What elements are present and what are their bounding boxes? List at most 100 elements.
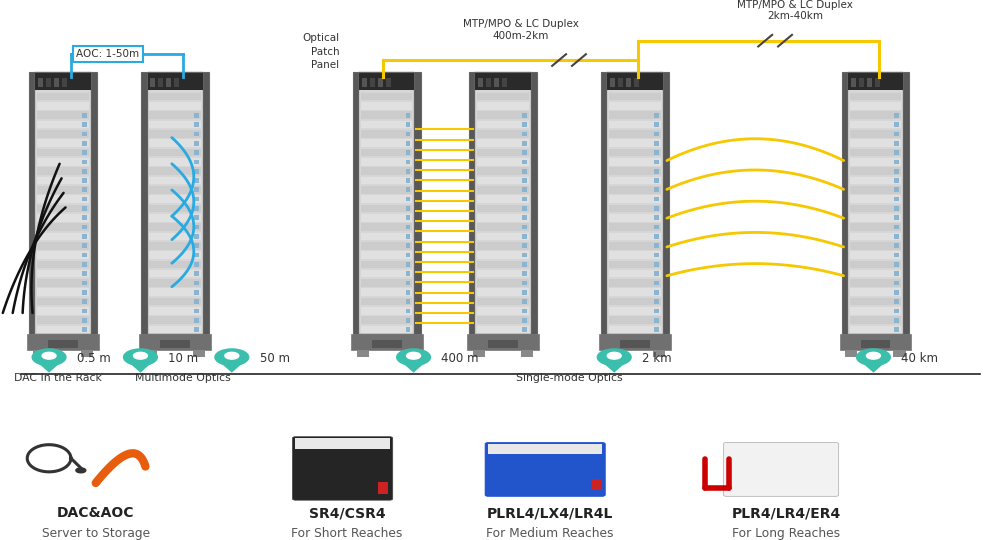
- Bar: [610, 279, 660, 287]
- Bar: [850, 326, 901, 333]
- Bar: [405, 327, 410, 332]
- Bar: [149, 177, 201, 184]
- Bar: [610, 316, 660, 324]
- Bar: [477, 242, 529, 249]
- FancyBboxPatch shape: [293, 437, 392, 500]
- Bar: [194, 122, 199, 127]
- Bar: [82, 187, 87, 192]
- Bar: [362, 279, 412, 287]
- Bar: [203, 72, 209, 334]
- Bar: [477, 102, 529, 110]
- Bar: [522, 132, 527, 136]
- Polygon shape: [222, 363, 242, 372]
- Bar: [405, 262, 410, 267]
- Bar: [194, 234, 199, 239]
- Text: PLR4/LR4/ER4: PLR4/LR4/ER4: [731, 506, 841, 520]
- Bar: [37, 102, 89, 110]
- Bar: [37, 186, 89, 193]
- Bar: [894, 262, 899, 267]
- Bar: [894, 290, 899, 295]
- Bar: [475, 72, 531, 91]
- Bar: [145, 349, 157, 357]
- Circle shape: [32, 349, 66, 366]
- Bar: [362, 205, 412, 212]
- Bar: [82, 225, 87, 230]
- Bar: [477, 130, 529, 138]
- Bar: [29, 72, 97, 334]
- Bar: [362, 288, 412, 296]
- Text: 50 m: 50 m: [260, 352, 290, 365]
- Bar: [522, 122, 527, 127]
- Bar: [894, 159, 899, 164]
- Bar: [194, 215, 199, 220]
- Bar: [477, 316, 529, 324]
- Bar: [82, 253, 87, 258]
- Bar: [610, 177, 660, 184]
- Text: For Short Reaches: For Short Reaches: [292, 527, 402, 540]
- Bar: [851, 78, 856, 87]
- Bar: [362, 326, 412, 333]
- Bar: [37, 242, 89, 249]
- FancyBboxPatch shape: [485, 442, 606, 496]
- Bar: [141, 72, 209, 334]
- Bar: [194, 187, 199, 192]
- Bar: [405, 215, 410, 220]
- Bar: [62, 78, 67, 87]
- Bar: [653, 299, 658, 304]
- Bar: [405, 150, 410, 155]
- Bar: [35, 72, 91, 334]
- Bar: [405, 113, 410, 118]
- Bar: [194, 141, 199, 145]
- Bar: [477, 186, 529, 193]
- Bar: [82, 318, 87, 323]
- Bar: [362, 111, 412, 119]
- Bar: [602, 72, 669, 334]
- Bar: [362, 316, 412, 324]
- Bar: [477, 233, 529, 240]
- Bar: [166, 78, 171, 87]
- Bar: [362, 242, 412, 249]
- Bar: [662, 72, 669, 334]
- Bar: [894, 206, 899, 211]
- Bar: [377, 482, 387, 494]
- Bar: [296, 438, 389, 449]
- Bar: [37, 167, 89, 175]
- Bar: [653, 187, 658, 192]
- Bar: [611, 78, 616, 87]
- Bar: [850, 279, 901, 287]
- Bar: [405, 299, 410, 304]
- Bar: [194, 253, 199, 258]
- Bar: [82, 178, 87, 183]
- Bar: [850, 270, 901, 278]
- Bar: [174, 78, 179, 87]
- Text: DAC In the Rack: DAC In the Rack: [14, 373, 102, 383]
- Bar: [522, 197, 527, 201]
- Bar: [477, 205, 529, 212]
- Text: 2 km: 2 km: [642, 352, 671, 365]
- Bar: [194, 318, 199, 323]
- Text: 10 m: 10 m: [168, 352, 198, 365]
- Bar: [842, 72, 909, 334]
- Bar: [82, 262, 87, 267]
- Bar: [850, 102, 901, 110]
- Bar: [850, 93, 901, 100]
- Polygon shape: [864, 363, 883, 372]
- Bar: [405, 244, 410, 248]
- Bar: [653, 309, 658, 313]
- Bar: [149, 139, 201, 147]
- Bar: [522, 309, 527, 313]
- Bar: [149, 102, 201, 110]
- Bar: [850, 177, 901, 184]
- Bar: [894, 272, 899, 276]
- Bar: [54, 78, 59, 87]
- Bar: [477, 139, 529, 147]
- Bar: [377, 78, 382, 87]
- Bar: [469, 72, 537, 334]
- Bar: [158, 78, 163, 87]
- Bar: [522, 206, 527, 211]
- Bar: [894, 281, 899, 286]
- Bar: [149, 260, 201, 268]
- Bar: [653, 206, 658, 211]
- Bar: [362, 102, 412, 110]
- Bar: [37, 214, 89, 221]
